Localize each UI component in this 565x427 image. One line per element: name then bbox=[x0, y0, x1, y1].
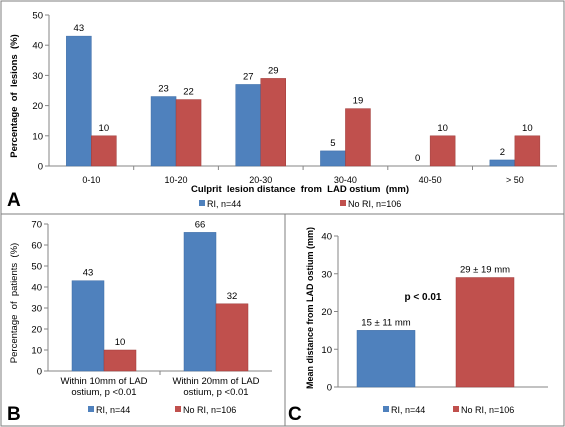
panel-b-x-tick-label: ostium, p <0.01 bbox=[183, 387, 248, 398]
panel-a-data-label: 5 bbox=[330, 138, 335, 149]
panel-c-p-value: p < 0.01 bbox=[405, 292, 442, 303]
panel-c-legend: RI, n=44 No RI, n=106 bbox=[383, 405, 514, 415]
panel-b-y-tick-label: 20 bbox=[31, 325, 42, 336]
panel-b-x-tick-label: ostium, p <0.01 bbox=[71, 387, 136, 398]
panel-c-y-tick-label: 40 bbox=[321, 232, 332, 243]
panel-a-y-tick-label: 20 bbox=[32, 101, 43, 112]
panel-c-letter: C bbox=[288, 404, 302, 425]
panel-b-legend-swatch-no-ri bbox=[175, 406, 181, 412]
panel-a-legend: RI, n=44 No RI, n=106 bbox=[199, 199, 401, 209]
panel-b-y-tick-label: 70 bbox=[31, 220, 42, 231]
panel-a-x-axis-title: Culprit lesion distance from LAD ostium … bbox=[191, 184, 409, 195]
panel-a-y-tick-label: 10 bbox=[32, 131, 43, 142]
panel-b-y-tick-label: 60 bbox=[31, 241, 42, 252]
panel-a-bar-ri bbox=[66, 35, 92, 167]
panel-a-bar-no-ri bbox=[175, 99, 202, 167]
panel-c-legend-label-ri: RI, n=44 bbox=[391, 405, 425, 415]
panel-c-legend-label-no-ri: No RI, n=106 bbox=[461, 405, 514, 415]
panel-a-data-label: 10 bbox=[522, 123, 533, 134]
panel-c-data-label: 29 ± 19 mm bbox=[460, 265, 510, 276]
panel-c-legend-swatch-no-ri bbox=[453, 406, 459, 412]
panel-a-x-tick-label: 40-50 bbox=[419, 175, 442, 185]
panel-a-x-tick-label: 0-10 bbox=[82, 175, 100, 185]
panel-a-y-tick-label: 0 bbox=[38, 162, 43, 173]
panel-c-bar-no-ri bbox=[455, 277, 515, 388]
panel-b-data-label: 43 bbox=[83, 268, 94, 279]
panel-c-y-tick-label: 0 bbox=[327, 383, 332, 394]
panel-a-legend-swatch-ri bbox=[199, 200, 205, 206]
panel-a-bar-ri bbox=[235, 84, 261, 167]
panel-b-data-label: 66 bbox=[195, 219, 206, 230]
panel-a-letter: A bbox=[7, 190, 21, 211]
panel-a-bar-ri bbox=[489, 159, 516, 167]
panel-a-x-tick-label: 20-30 bbox=[249, 175, 272, 185]
panel-c-y-tick-label: 30 bbox=[321, 269, 332, 280]
panel-a-data-label: 29 bbox=[268, 65, 279, 76]
panel-c-y-tick-label: 10 bbox=[321, 345, 332, 356]
panel-a-legend-label-ri: RI, n=44 bbox=[207, 199, 241, 209]
panel-c-legend-swatch-ri bbox=[383, 406, 389, 412]
panel-b-y-axis-title: Percentage of patients (%) bbox=[9, 243, 20, 363]
panel-a-data-label: 23 bbox=[158, 84, 169, 95]
panel-b-y-tick-label: 30 bbox=[31, 304, 42, 315]
panel-b-legend-swatch-ri bbox=[88, 406, 94, 412]
panel-b-y-tick-label: 50 bbox=[31, 262, 42, 273]
panel-b-bar-ri bbox=[183, 232, 217, 372]
panel-a-bar-no-ri bbox=[260, 78, 286, 167]
panel-a-data-label: 2 bbox=[500, 147, 505, 158]
panel-a-y-tick-label: 40 bbox=[32, 41, 43, 52]
panel-c-frame bbox=[284, 213, 565, 427]
panel-a-bar-ri bbox=[320, 150, 346, 167]
panel-a-bar-no-ri bbox=[91, 135, 117, 167]
panel-a-data-label: 10 bbox=[437, 123, 448, 134]
panel-a-legend-swatch-no-ri bbox=[340, 200, 346, 206]
panel-b-data-label: 32 bbox=[227, 291, 238, 302]
panel-a-data-label: 10 bbox=[99, 123, 110, 134]
panel-b-y-tick-label: 10 bbox=[31, 346, 42, 357]
panel-a-legend-label-no-ri: No RI, n=106 bbox=[348, 199, 401, 209]
panel-a-data-label: 19 bbox=[353, 96, 364, 107]
panel-b-legend-label-ri: RI, n=44 bbox=[96, 405, 130, 415]
panel-c-bar-ri bbox=[356, 330, 416, 388]
panel-a-x-tick-label: 30-40 bbox=[334, 175, 357, 185]
panel-a-x-tick-label: > 50 bbox=[506, 175, 524, 185]
panel-b-y-tick-label: 40 bbox=[31, 283, 42, 294]
panel-a-y-axis-title: Percentage of lesions (%) bbox=[9, 34, 20, 158]
panel-b-data-label: 10 bbox=[115, 337, 126, 348]
panel-b-y-tick-label: 0 bbox=[37, 367, 42, 378]
panel-c-y-axis-title: Mean distance from LAD ostium (mm) bbox=[305, 227, 315, 389]
panel-c-y-tick-label: 20 bbox=[321, 307, 332, 318]
panel-a-bar-ri bbox=[150, 96, 177, 167]
panel-a-bar-no-ri bbox=[345, 108, 371, 167]
panel-c-data-label: 15 ± 11 mm bbox=[361, 317, 410, 328]
panel-a-data-label: 22 bbox=[183, 87, 194, 98]
panel-b-letter: B bbox=[7, 404, 21, 425]
panel-a-data-label: 27 bbox=[243, 71, 254, 82]
panel-b-legend: RI, n=44 No RI, n=106 bbox=[88, 405, 236, 415]
panel-b-x-tick-label: Within 20mm of LAD bbox=[172, 376, 259, 387]
panel-b-bar-no-ri bbox=[103, 349, 137, 372]
panel-a-bar-no-ri bbox=[514, 135, 541, 167]
panel-b-legend-label-no-ri: No RI, n=106 bbox=[183, 405, 236, 415]
panel-a-y-tick-label: 30 bbox=[32, 71, 43, 82]
panel-b-bar-ri bbox=[71, 280, 105, 372]
panel-a-y-tick-label: 50 bbox=[32, 11, 43, 22]
panel-a-data-label: 43 bbox=[74, 23, 85, 34]
panel-a-x-tick-label: 10-20 bbox=[165, 175, 188, 185]
panel-b-bar-no-ri bbox=[215, 303, 249, 372]
panel-b-x-tick-label: Within 10mm of LAD bbox=[60, 376, 147, 387]
panel-a-data-label: 0 bbox=[415, 153, 420, 164]
panel-a-bar-no-ri bbox=[429, 135, 456, 167]
